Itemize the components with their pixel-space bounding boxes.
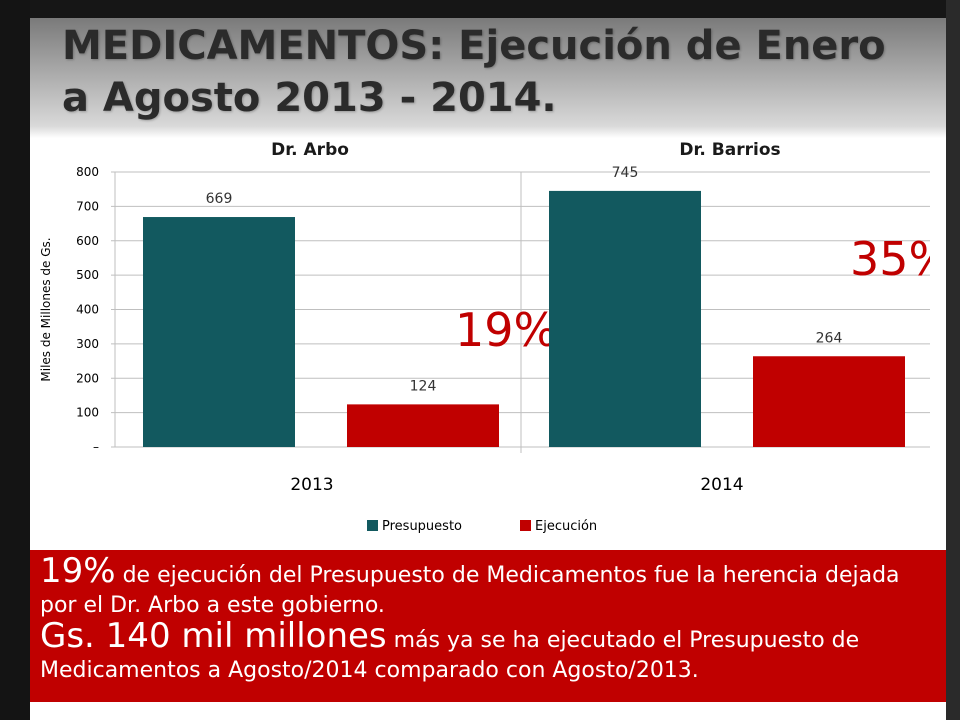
data-label-ejecucion: 264 [816,330,843,346]
top-bar [0,0,960,18]
data-label-presupuesto: 745 [612,165,639,181]
y-tick-label: 200 [76,371,99,385]
legend-label-presupuesto: Presupuesto [382,519,462,534]
y-axis-label: Miles de Millones de Gs. [39,237,53,381]
y-tick-label: 500 [76,268,99,282]
legend-label-ejecucion: Ejecución [535,519,597,534]
title-background [30,18,946,138]
percent-label: 19% [455,303,557,357]
callout-highlight-1: 19% [40,551,116,591]
legend-swatch-ejecucion [520,520,531,531]
x-category-label: 2013 [290,475,333,495]
bar-presupuesto-2014 [549,190,701,447]
y-tick-label: 100 [76,406,99,420]
callout-box: 19% de ejecución del Presupuesto de Medi… [30,550,946,702]
bar-ejecucion-2013 [347,404,499,447]
callout-highlight-2: Gs. 140 mil millones [40,616,387,656]
bar-ejecucion-2014 [753,356,905,447]
y-tick-label: – [93,440,99,454]
callout-text-2: más ya se ha ejecutado el Presupuesto de… [40,628,860,683]
y-tick-label: 400 [76,303,99,317]
data-label-presupuesto: 669 [206,191,233,207]
callout-text-1: de ejecución del Presupuesto de Medicame… [40,563,900,618]
legend-swatch-presupuesto [367,520,378,531]
y-tick-label: 800 [76,165,99,179]
callout-paragraph-1: 19% de ejecución del Presupuesto de Medi… [40,554,932,621]
panel-label: Dr. Barrios [679,140,780,160]
panel-label: Dr. Arbo [271,140,349,160]
bar-presupuesto-2013 [143,217,295,447]
data-label-ejecucion: 124 [410,378,437,394]
x-category-label: 2014 [700,475,743,495]
percent-label: 35% [850,232,930,286]
left-decor-bar [0,0,30,720]
y-tick-label: 300 [76,337,99,351]
slide-title: MEDICAMENTOS: Ejecución de Enero a Agost… [62,23,886,121]
y-tick-label: 700 [76,199,99,213]
right-decor-bar [946,0,960,720]
bar-chart: – 100 200 300 400 500 600 700 800 Miles de Millon… [39,140,930,534]
y-tick-label: 600 [76,234,99,248]
callout-paragraph-2: Gs. 140 mil millones más ya se ha ejecut… [40,619,932,686]
